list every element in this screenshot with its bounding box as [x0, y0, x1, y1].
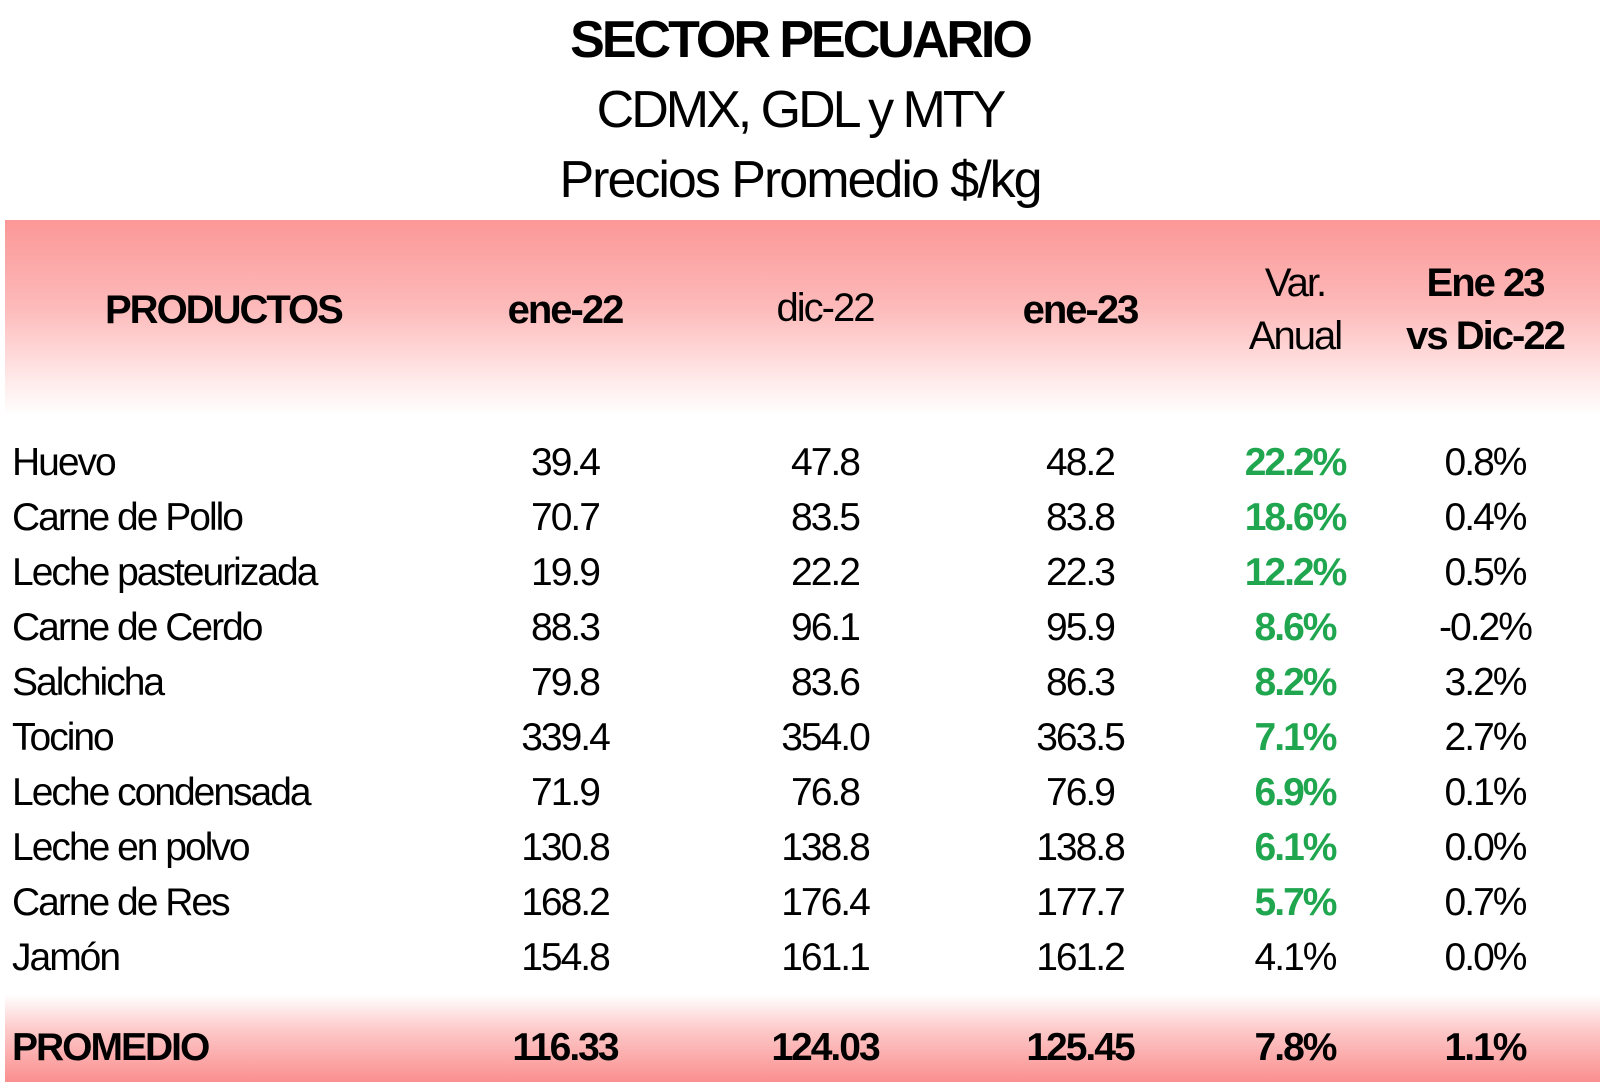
value-ene-22: 70.7 — [531, 496, 601, 539]
header-var-anual-line2: Anual — [1248, 314, 1343, 358]
units-subtitle: Precios Promedio $/kg — [559, 151, 1042, 209]
value-ene-22: 130.8 — [521, 826, 611, 869]
value-var-mensual: -0.2% — [1439, 606, 1533, 649]
value-var-anual: 18.6% — [1244, 496, 1348, 539]
product-name: Leche en polvo — [12, 826, 251, 869]
table-row: Leche en polvo 130.8 138.8 138.8 6.1% 0.… — [0, 820, 1600, 876]
product-name: Leche condensada — [12, 771, 312, 814]
value-ene-22: 154.8 — [521, 936, 611, 979]
value-var-mensual: 0.7% — [1444, 881, 1528, 924]
cities-subtitle: CDMX, GDL y MTY — [596, 81, 1007, 139]
table-row: Carne de Cerdo 88.3 96.1 95.9 8.6% -0.2% — [0, 600, 1600, 656]
table-row: Huevo 39.4 47.8 48.2 22.2% 0.8% — [0, 435, 1600, 491]
value-var-mensual: 0.8% — [1444, 441, 1528, 484]
table-header-band — [5, 220, 1600, 416]
total-var-mensual: 1.1% — [1444, 1026, 1528, 1069]
total-ene-22: 116.33 — [512, 1026, 619, 1069]
value-dic-22: 83.6 — [791, 661, 861, 704]
product-name: Carne de Cerdo — [12, 606, 264, 649]
value-var-anual: 4.1% — [1254, 936, 1338, 979]
header-dic-22: dic-22 — [776, 286, 876, 330]
value-ene-23: 22.3 — [1046, 551, 1116, 594]
value-var-mensual: 0.0% — [1444, 826, 1528, 869]
total-row: PROMEDIO 116.33 124.03 125.45 7.8% 1.1% — [0, 1020, 1600, 1076]
value-dic-22: 76.8 — [791, 771, 861, 814]
value-ene-23: 76.9 — [1046, 771, 1116, 814]
product-name: Jamón — [12, 936, 121, 979]
value-ene-23: 48.2 — [1046, 441, 1116, 484]
value-var-anual: 6.9% — [1254, 771, 1338, 814]
value-var-mensual: 0.0% — [1444, 936, 1528, 979]
value-ene-23: 86.3 — [1046, 661, 1116, 704]
value-dic-22: 47.8 — [791, 441, 861, 484]
value-ene-23: 363.5 — [1036, 716, 1126, 759]
total-dic-22: 124.03 — [771, 1026, 880, 1069]
value-dic-22: 22.2 — [791, 551, 861, 594]
value-ene-23: 177.7 — [1036, 881, 1126, 924]
value-ene-23: 161.2 — [1036, 936, 1126, 979]
value-var-mensual: 3.2% — [1444, 661, 1528, 704]
product-name: Carne de Res — [12, 881, 231, 924]
value-var-mensual: 0.5% — [1444, 551, 1528, 594]
product-name: Salchicha — [12, 661, 165, 704]
value-ene-23: 95.9 — [1046, 606, 1116, 649]
value-ene-23: 83.8 — [1046, 496, 1116, 539]
value-var-anual: 22.2% — [1244, 441, 1348, 484]
total-var-anual: 7.8% — [1254, 1026, 1338, 1069]
value-var-anual: 12.2% — [1244, 551, 1348, 594]
value-dic-22: 138.8 — [781, 826, 871, 869]
value-dic-22: 354.0 — [781, 716, 871, 759]
value-dic-22: 83.5 — [791, 496, 861, 539]
value-var-mensual: 0.4% — [1444, 496, 1528, 539]
value-ene-22: 19.9 — [531, 551, 601, 594]
value-var-anual: 5.7% — [1254, 881, 1338, 924]
value-ene-23: 138.8 — [1036, 826, 1126, 869]
value-ene-22: 339.4 — [521, 716, 611, 759]
value-var-anual: 7.1% — [1254, 716, 1338, 759]
table-row: Salchicha 79.8 83.6 86.3 8.2% 3.2% — [0, 655, 1600, 711]
value-ene-22: 71.9 — [531, 771, 601, 814]
value-var-mensual: 0.1% — [1444, 771, 1528, 814]
table-row: Leche condensada 71.9 76.8 76.9 6.9% 0.1… — [0, 765, 1600, 821]
table-row: Tocino 339.4 354.0 363.5 7.1% 2.7% — [0, 710, 1600, 766]
value-var-mensual: 2.7% — [1444, 716, 1528, 759]
total-label: PROMEDIO — [12, 1026, 210, 1069]
product-name: Leche pasteurizada — [12, 551, 318, 594]
value-var-anual: 6.1% — [1254, 826, 1338, 869]
table-row: Jamón 154.8 161.1 161.2 4.1% 0.0% — [0, 930, 1600, 986]
header-ene-22: ene-22 — [507, 288, 625, 332]
main-title: SECTOR PECUARIO — [570, 11, 1033, 69]
product-name: Tocino — [12, 716, 115, 759]
header-var-anual-line1: Var. — [1264, 261, 1327, 305]
table-row: Carne de Pollo 70.7 83.5 83.8 18.6% 0.4% — [0, 490, 1600, 546]
product-name: Carne de Pollo — [12, 496, 244, 539]
total-ene-23: 125.45 — [1026, 1026, 1135, 1069]
header-productos: PRODUCTOS — [105, 288, 344, 332]
value-dic-22: 161.1 — [781, 936, 871, 979]
value-ene-22: 88.3 — [531, 606, 601, 649]
header-compare-line2: vs Dic-22 — [1406, 314, 1566, 358]
value-var-anual: 8.2% — [1254, 661, 1338, 704]
table-row: Carne de Res 168.2 176.4 177.7 5.7% 0.7% — [0, 875, 1600, 931]
product-name: Huevo — [12, 441, 117, 484]
table-footer-band — [5, 995, 1600, 1082]
value-dic-22: 176.4 — [781, 881, 871, 924]
header-compare-line1: Ene 23 — [1426, 261, 1546, 305]
header-ene-23: ene-23 — [1022, 288, 1140, 332]
value-dic-22: 96.1 — [791, 606, 861, 649]
table-row: Leche pasteurizada 19.9 22.2 22.3 12.2% … — [0, 545, 1600, 601]
value-ene-22: 79.8 — [531, 661, 601, 704]
value-ene-22: 168.2 — [521, 881, 611, 924]
value-ene-22: 39.4 — [531, 441, 601, 484]
value-var-anual: 8.6% — [1254, 606, 1338, 649]
